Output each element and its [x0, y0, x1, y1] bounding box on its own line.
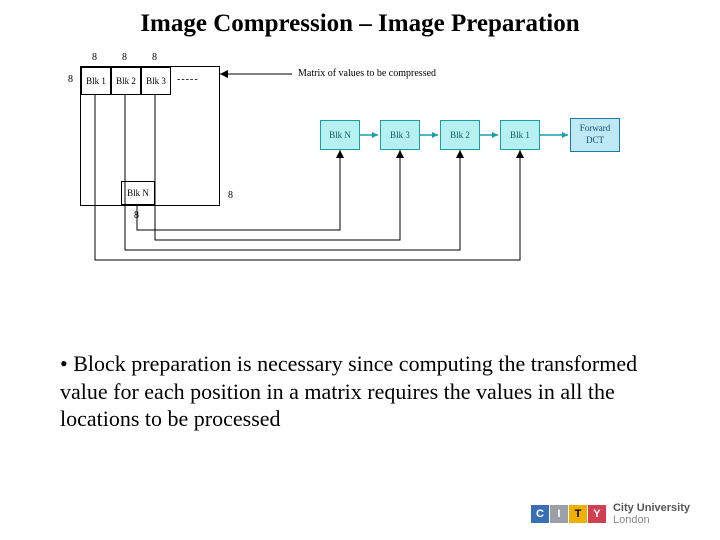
logo-line2: London [613, 514, 690, 526]
dct-line2: DCT [586, 135, 604, 145]
city-university-logo: C I T Y City University London [531, 502, 690, 526]
logo-text: City University London [613, 502, 690, 526]
logo-sq-c: C [531, 505, 549, 523]
dim-top-2: 8 [122, 52, 127, 63]
blk-n-dim-right: 8 [228, 190, 233, 201]
forward-dct-box: Forward DCT [570, 118, 620, 152]
dim-top-1: 8 [92, 52, 97, 63]
logo-sq-i: I [550, 505, 568, 523]
pipeline-box-3: Blk 3 [380, 120, 420, 150]
blk-n-dim-bottom: 8 [134, 210, 139, 221]
dim-left: 8 [68, 74, 73, 85]
matrix-note: Matrix of values to be compressed [298, 68, 436, 79]
pipeline-box-2: Blk 2 [440, 120, 480, 150]
logo-sq-y: Y [588, 505, 606, 523]
logo-sq-t: T [569, 505, 587, 523]
pipeline-box-n: Blk N [320, 120, 360, 150]
slide-title: Image Compression – Image Preparation [0, 10, 720, 38]
dct-line1: Forward [580, 123, 611, 133]
matrix-blk-n: Blk N [121, 181, 155, 205]
logo-line1: City University [613, 502, 690, 514]
matrix-dash: ----- [177, 74, 199, 85]
dim-top-3: 8 [152, 52, 157, 63]
matrix-outline: Blk 1 Blk 2 Blk 3 ----- Blk N [80, 66, 220, 206]
matrix-blk-1: Blk 1 [81, 67, 111, 95]
matrix-blk-2: Blk 2 [111, 67, 141, 95]
pipeline-box-1: Blk 1 [500, 120, 540, 150]
block-prep-diagram: 8 8 8 8 Blk 1 Blk 2 Blk 3 ----- Blk N 8 … [60, 50, 660, 280]
matrix-blk-3: Blk 3 [141, 67, 171, 95]
body-bullet: • Block preparation is necessary since c… [60, 350, 660, 433]
logo-boxes: C I T Y [531, 505, 607, 523]
